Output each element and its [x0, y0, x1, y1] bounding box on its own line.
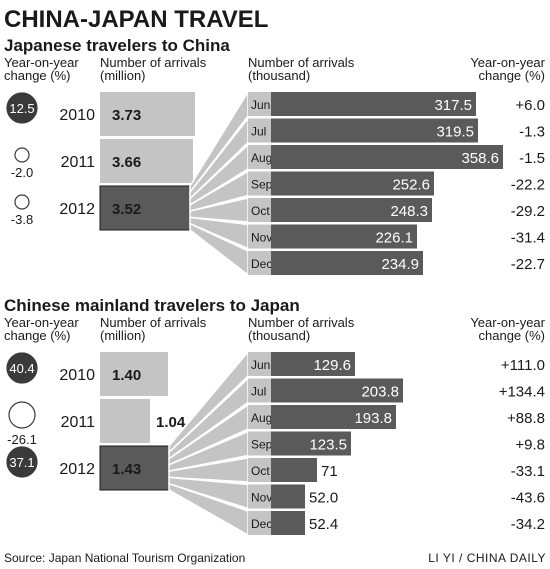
monthly-value-label: 319.5 — [436, 124, 474, 141]
annual-value-label: 3.73 — [112, 107, 141, 124]
panel-2: Chinese mainland travelers to JapanYear-… — [4, 296, 546, 535]
monthly-value-label: 203.8 — [361, 384, 399, 401]
month-label: Jun — [251, 358, 270, 372]
month-label: Dec — [251, 517, 272, 531]
month-label: Jul — [251, 125, 266, 139]
annual-year-label: 2011 — [61, 414, 96, 431]
annual-year-label: 2012 — [59, 201, 95, 218]
monthly-value-label: 248.3 — [390, 203, 428, 220]
annual-value-label: 1.43 — [112, 461, 141, 478]
month-label: Nov — [251, 231, 272, 245]
yoy-bubble — [9, 402, 35, 428]
monthly-header: Number of arrivals (thousand) — [248, 315, 355, 343]
annual-yoy-header: Year-on-year change (%) — [4, 315, 79, 343]
monthly-value-label: 52.4 — [309, 516, 338, 533]
monthly-yoy-label: -29.2 — [511, 203, 545, 220]
annual-yoy-label: 12.5 — [9, 101, 34, 116]
annual-yoy-header: Year-on-year change (%) — [4, 55, 79, 83]
monthly-yoy-label: -43.6 — [511, 490, 545, 507]
credit-line: LI YI / CHINA DAILY — [428, 551, 546, 565]
annual-value-label: 1.40 — [112, 367, 141, 384]
annual-value-label: 3.52 — [112, 201, 141, 218]
panel-title: Chinese mainland travelers to Japan — [4, 296, 300, 315]
month-label: Aug — [251, 411, 272, 425]
monthly-yoy-label: -31.4 — [511, 230, 545, 247]
monthly-yoy-header: Year-on-year change (%) — [470, 55, 545, 83]
annual-year-label: 2011 — [61, 154, 96, 171]
monthly-value-label: 317.5 — [434, 97, 472, 114]
monthly-bar — [271, 458, 317, 482]
monthly-value-label: 71 — [321, 463, 338, 480]
annual-bar — [100, 399, 150, 443]
monthly-value-label: 52.0 — [309, 490, 338, 507]
annual-year-label: 2010 — [59, 107, 95, 124]
monthly-yoy-label: -1.3 — [519, 124, 545, 141]
monthly-value-label: 252.6 — [392, 177, 430, 194]
month-label: Aug — [251, 151, 272, 165]
monthly-value-label: 226.1 — [375, 230, 413, 247]
annual-yoy-label: -2.0 — [11, 165, 33, 180]
annual-yoy-label: -26.1 — [7, 432, 37, 447]
monthly-header: Number of arrivals (thousand) — [248, 55, 355, 83]
annual-yoy-label: 40.4 — [9, 361, 34, 376]
annual-header: Number of arrivals (million) — [100, 315, 207, 343]
monthly-bar — [271, 511, 305, 535]
monthly-value-label: 193.8 — [354, 410, 392, 427]
monthly-yoy-label: -1.5 — [519, 150, 545, 167]
panel-title: Japanese travelers to China — [4, 36, 230, 55]
main-title: CHINA-JAPAN TRAVEL — [4, 6, 268, 33]
month-label: Nov — [251, 491, 272, 505]
annual-header: Number of arrivals (million) — [100, 55, 207, 83]
month-label: Jun — [251, 98, 270, 112]
annual-value-label: 1.04 — [156, 414, 186, 431]
annual-year-label: 2010 — [59, 367, 95, 384]
annual-yoy-label: 37.1 — [9, 455, 34, 470]
annual-year-label: 2012 — [59, 461, 95, 478]
monthly-value-label: 129.6 — [313, 357, 351, 374]
monthly-yoy-label: +9.8 — [515, 437, 545, 454]
monthly-value-label: 123.5 — [309, 437, 347, 454]
monthly-bar — [271, 485, 305, 509]
monthly-value-label: 358.6 — [461, 150, 499, 167]
monthly-value-label: 234.9 — [381, 256, 419, 273]
month-label: Sep — [251, 178, 273, 192]
source-note: Source: Japan National Tourism Organizat… — [4, 551, 245, 565]
monthly-yoy-label: +6.0 — [515, 97, 545, 114]
monthly-yoy-label: +88.8 — [507, 410, 545, 427]
month-label: Jul — [251, 385, 266, 399]
yoy-bubble — [15, 195, 29, 209]
monthly-yoy-label: -33.1 — [511, 463, 545, 480]
annual-value-label: 3.66 — [112, 154, 141, 171]
monthly-yoy-header: Year-on-year change (%) — [470, 315, 545, 343]
monthly-yoy-label: -34.2 — [511, 516, 545, 533]
yoy-bubble — [15, 148, 29, 162]
annual-yoy-label: -3.8 — [11, 212, 33, 227]
month-label: Oct — [251, 204, 270, 218]
monthly-yoy-label: +111.0 — [501, 357, 545, 374]
month-label: Sep — [251, 438, 273, 452]
monthly-yoy-label: -22.2 — [511, 177, 545, 194]
month-label: Oct — [251, 464, 270, 478]
month-label: Dec — [251, 257, 272, 271]
monthly-yoy-label: +134.4 — [499, 384, 545, 401]
monthly-yoy-label: -22.7 — [511, 256, 545, 273]
